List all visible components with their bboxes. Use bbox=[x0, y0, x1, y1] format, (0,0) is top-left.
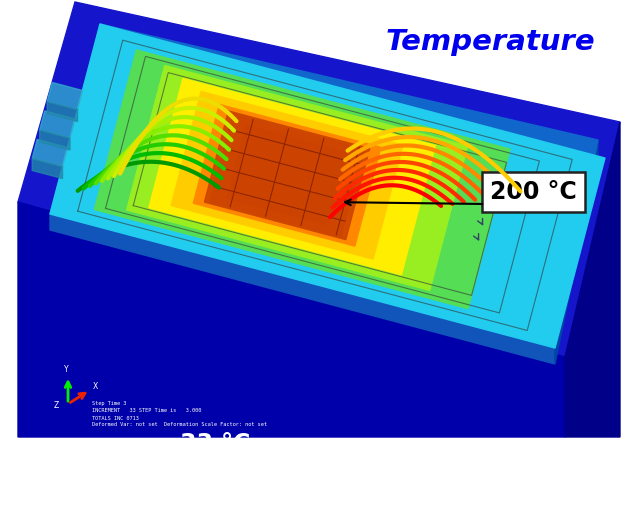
Text: 33 °C: 33 °C bbox=[180, 432, 250, 456]
Polygon shape bbox=[204, 111, 370, 240]
Polygon shape bbox=[18, 202, 565, 437]
Polygon shape bbox=[18, 2, 620, 357]
Polygon shape bbox=[193, 104, 381, 246]
Text: Step Time 3: Step Time 3 bbox=[92, 401, 126, 407]
Polygon shape bbox=[32, 158, 62, 179]
Polygon shape bbox=[50, 24, 605, 348]
Text: INCREMENT   33 STEP Time is   3.000: INCREMENT 33 STEP Time is 3.000 bbox=[92, 409, 201, 414]
Text: TOTALS INC 0713: TOTALS INC 0713 bbox=[92, 416, 139, 420]
Polygon shape bbox=[39, 111, 75, 138]
Polygon shape bbox=[171, 92, 403, 259]
Text: X: X bbox=[93, 382, 98, 391]
Text: Deformed Var: not set  Deformation Scale Factor: not set: Deformed Var: not set Deformation Scale … bbox=[92, 422, 267, 428]
Polygon shape bbox=[32, 139, 68, 166]
Polygon shape bbox=[94, 50, 510, 309]
Polygon shape bbox=[127, 66, 468, 290]
Polygon shape bbox=[149, 78, 436, 275]
Polygon shape bbox=[50, 24, 598, 348]
Polygon shape bbox=[565, 122, 620, 437]
Text: Temperature: Temperature bbox=[385, 28, 595, 56]
Polygon shape bbox=[210, 114, 364, 237]
Polygon shape bbox=[227, 126, 347, 225]
Polygon shape bbox=[47, 82, 83, 110]
Text: Y: Y bbox=[64, 365, 68, 374]
Polygon shape bbox=[50, 214, 555, 364]
Polygon shape bbox=[555, 140, 598, 364]
Text: Z: Z bbox=[54, 401, 59, 410]
Polygon shape bbox=[47, 101, 78, 121]
Polygon shape bbox=[39, 130, 70, 150]
Text: 200 °C: 200 °C bbox=[490, 180, 576, 204]
